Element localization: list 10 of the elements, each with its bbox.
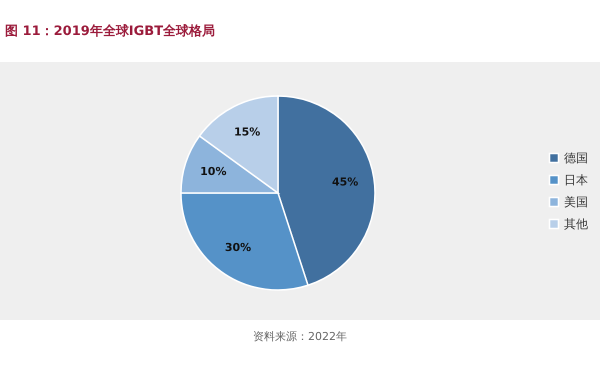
data-label: 10% (200, 164, 226, 178)
legend-label: 美国 (564, 195, 588, 209)
data-label: 30% (224, 241, 252, 254)
data-label: 45% (332, 175, 358, 188)
text: 资料来源：2022年 (253, 330, 347, 343)
legend-label: 德国 (564, 151, 588, 165)
data-label: 15% (234, 125, 260, 138)
legend-label: 其他 (564, 217, 588, 231)
legend-label: 日本 (564, 173, 588, 187)
chart-title: 图 11：2019年全球IGBT全球格局 (5, 23, 216, 39)
